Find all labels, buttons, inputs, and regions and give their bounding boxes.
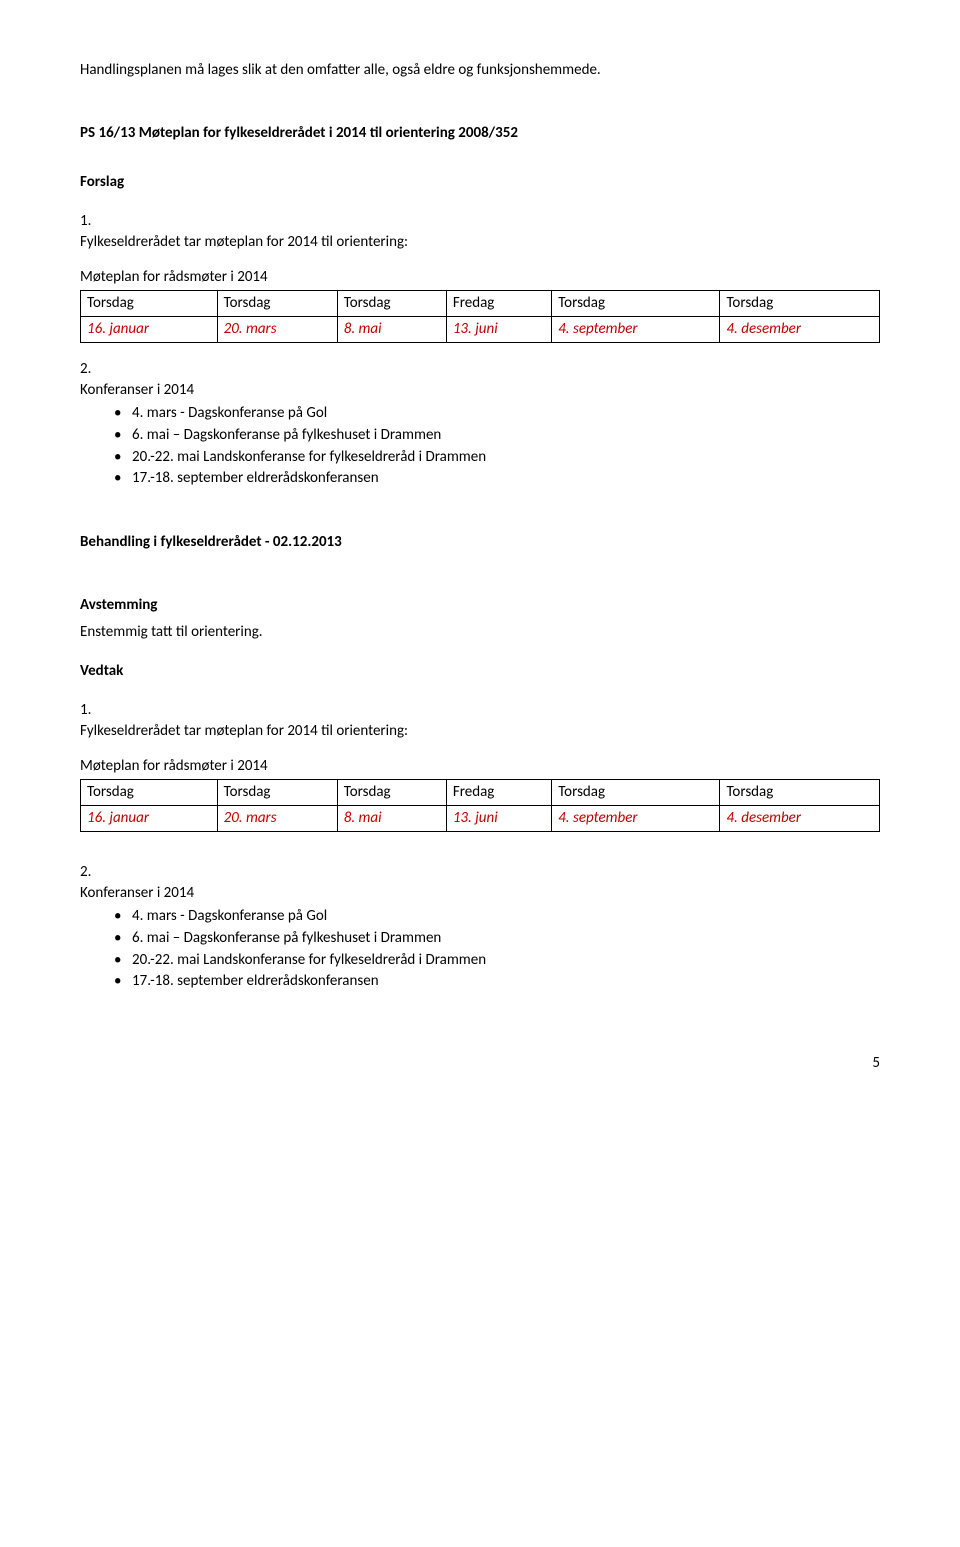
table-cell: 4. september xyxy=(552,317,720,343)
list-item: 20.-22. mai Landskonferanse for fylkesel… xyxy=(114,447,880,469)
meeting-plan-table-1: Torsdag Torsdag Torsdag Fredag Torsdag T… xyxy=(80,290,880,343)
page-number: 5 xyxy=(80,1053,880,1074)
table-cell: 13. juni xyxy=(446,317,551,343)
behandling-heading: Behandling i fylkeseldrerådet - 02.12.20… xyxy=(80,532,880,553)
avstemming-text: Enstemmig tatt til orientering. xyxy=(80,622,880,643)
table-caption-2: Møteplan for rådsmøter i 2014 xyxy=(80,756,880,777)
table-cell: Torsdag xyxy=(81,780,218,806)
vedtak-bullet-list: 4. mars - Dagskonferanse på Gol 6. mai –… xyxy=(80,906,880,993)
table-cell: Torsdag xyxy=(720,780,880,806)
vedtak-point1-prefix: 1. xyxy=(80,700,880,721)
table-cell: 20. mars xyxy=(217,317,337,343)
table-cell: 16. januar xyxy=(81,317,218,343)
table-cell: 4. desember xyxy=(720,317,880,343)
vedtak-point2-text: Konferanser i 2014 xyxy=(80,883,880,904)
table-cell: 16. januar xyxy=(81,806,218,832)
list-item: 4. mars - Dagskonferanse på Gol xyxy=(114,403,880,425)
table-cell: Fredag xyxy=(446,780,551,806)
forslag-point1-text: Fylkeseldrerådet tar møteplan for 2014 t… xyxy=(80,232,880,253)
table-row: 16. januar 20. mars 8. mai 13. juni 4. s… xyxy=(81,806,880,832)
vedtak-label: Vedtak xyxy=(80,661,880,682)
forslag-point2-text: Konferanser i 2014 xyxy=(80,380,880,401)
table-cell: 13. juni xyxy=(446,806,551,832)
intro-paragraph: Handlingsplanen må lages slik at den omf… xyxy=(80,60,880,81)
table-cell: 20. mars xyxy=(217,806,337,832)
list-item: 4. mars - Dagskonferanse på Gol xyxy=(114,906,880,928)
table-row: 16. januar 20. mars 8. mai 13. juni 4. s… xyxy=(81,317,880,343)
forslag-point1-prefix: 1. xyxy=(80,211,880,232)
forslag-point2-prefix: 2. xyxy=(80,359,880,380)
table-cell: 8. mai xyxy=(337,317,446,343)
list-item: 17.-18. september eldrerådskonferansen xyxy=(114,971,880,993)
forslag-label: Forslag xyxy=(80,172,880,193)
table-cell: 8. mai xyxy=(337,806,446,832)
forslag-bullet-list: 4. mars - Dagskonferanse på Gol 6. mai –… xyxy=(80,403,880,490)
table-cell: Fredag xyxy=(446,291,551,317)
table-cell: 4. desember xyxy=(720,806,880,832)
table-cell: Torsdag xyxy=(337,291,446,317)
avstemming-label: Avstemming xyxy=(80,595,880,616)
list-item: 6. mai – Dagskonferanse på fylkeshuset i… xyxy=(114,425,880,447)
vedtak-point2-prefix: 2. xyxy=(80,862,880,883)
meeting-plan-table-2: Torsdag Torsdag Torsdag Fredag Torsdag T… xyxy=(80,779,880,832)
table-row: Torsdag Torsdag Torsdag Fredag Torsdag T… xyxy=(81,780,880,806)
table-cell: Torsdag xyxy=(552,291,720,317)
list-item: 20.-22. mai Landskonferanse for fylkesel… xyxy=(114,950,880,972)
table-cell: Torsdag xyxy=(217,780,337,806)
list-item: 17.-18. september eldrerådskonferansen xyxy=(114,468,880,490)
table-cell: Torsdag xyxy=(337,780,446,806)
vedtak-point1-text: Fylkeseldrerådet tar møteplan for 2014 t… xyxy=(80,721,880,742)
table-caption-1: Møteplan for rådsmøter i 2014 xyxy=(80,267,880,288)
table-cell: Torsdag xyxy=(720,291,880,317)
table-row: Torsdag Torsdag Torsdag Fredag Torsdag T… xyxy=(81,291,880,317)
table-cell: Torsdag xyxy=(81,291,218,317)
table-cell: Torsdag xyxy=(552,780,720,806)
table-cell: 4. september xyxy=(552,806,720,832)
table-cell: Torsdag xyxy=(217,291,337,317)
list-item: 6. mai – Dagskonferanse på fylkeshuset i… xyxy=(114,928,880,950)
ps-heading: PS 16/13 Møteplan for fylkeseldrerådet i… xyxy=(80,123,880,144)
